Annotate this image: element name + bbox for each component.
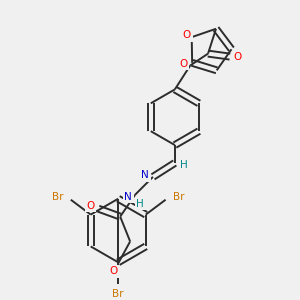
Text: N: N [124,192,132,202]
Text: H: H [180,160,188,170]
Text: Br: Br [112,289,124,299]
Text: N: N [141,170,149,180]
Text: O: O [86,201,94,211]
Text: H: H [136,199,144,209]
Text: O: O [183,30,191,40]
Text: Br: Br [52,192,64,202]
Text: O: O [109,266,117,276]
Text: O: O [179,58,187,69]
Text: O: O [234,52,242,61]
Text: Br: Br [173,192,184,202]
